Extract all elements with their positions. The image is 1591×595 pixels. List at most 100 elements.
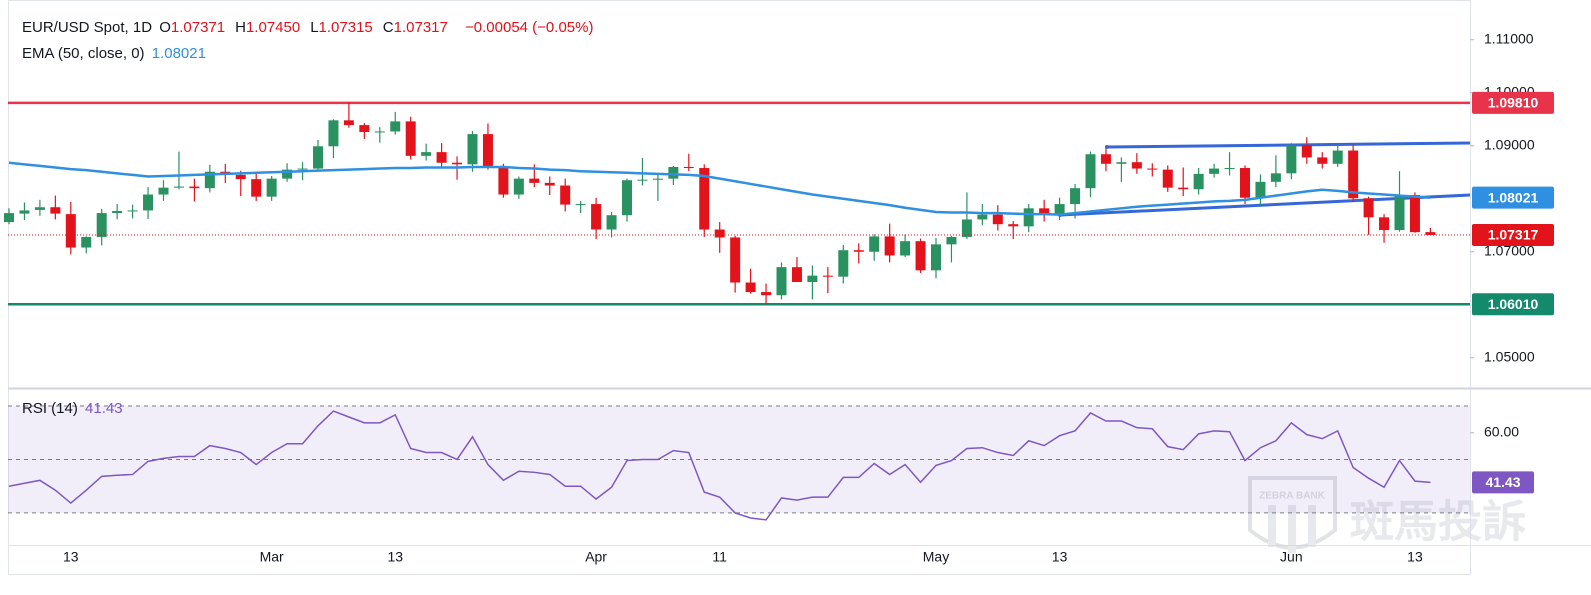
ema-label-box <box>1472 186 1554 209</box>
candle-body <box>313 146 323 169</box>
candle-body <box>822 275 833 277</box>
candle-body <box>544 182 555 186</box>
watermark: ZEBRA BANK 斑馬投訴 <box>1248 476 1526 553</box>
candle-body <box>189 186 200 189</box>
candle-body <box>1023 208 1034 227</box>
candle-body <box>1054 204 1065 215</box>
legend-main: EUR/USD Spot, 1D O1.07371 H1.07450 L1.0731… <box>22 19 596 36</box>
candle-body <box>699 168 710 230</box>
candle-body <box>1178 187 1189 190</box>
candle-body <box>467 134 478 165</box>
ohlc-value: 1.07450 <box>245 19 301 36</box>
y-tick-label: 1.07000 <box>1484 242 1535 258</box>
level-label: 1.06010 <box>1488 296 1539 312</box>
ema-value: 1.08021 <box>151 45 206 62</box>
change: −0.00054 (−0.05%) <box>465 19 594 36</box>
candle-body <box>266 178 277 197</box>
legend-ema: EMA (50, close, 0) 1.08021 <box>22 45 209 62</box>
watermark-stripe <box>1268 505 1276 547</box>
candle-body <box>374 131 385 133</box>
candle-body <box>1255 181 1266 198</box>
candle-body <box>251 179 262 197</box>
candle-body <box>668 166 679 179</box>
candle-body <box>112 210 123 214</box>
x-tick-label: May <box>923 549 949 565</box>
candle-body <box>235 174 246 180</box>
level-label-box <box>1472 91 1554 114</box>
candle-body <box>1116 162 1127 164</box>
candle-body <box>1409 195 1420 233</box>
x-tick-label: Apr <box>585 549 607 565</box>
candle-body <box>359 125 370 132</box>
x-tick-label: 13 <box>1052 549 1068 565</box>
candle-body <box>328 120 339 147</box>
x-tick-label: Mar <box>260 549 284 565</box>
level-label-box <box>1472 293 1554 316</box>
candle-body <box>776 267 787 296</box>
candle-body <box>436 152 447 163</box>
candle-body <box>1008 224 1019 227</box>
candle-body <box>683 166 694 169</box>
candle-body <box>1348 150 1359 199</box>
ohlc-value: 1.07317 <box>393 19 448 36</box>
y-tick-label: 1.09000 <box>1484 136 1535 152</box>
candle-body <box>915 241 926 271</box>
ohlc-key: C <box>382 19 394 36</box>
candle-body <box>1363 198 1374 218</box>
candle-body <box>1394 195 1405 231</box>
candle-body <box>1425 232 1436 235</box>
candle-body <box>1147 168 1158 170</box>
watermark-stripe <box>1308 505 1316 547</box>
candle-body <box>575 204 586 206</box>
candle-body <box>1070 188 1081 205</box>
ohlc: O1.07371 H1.07450 L1.07315 C1.07317 <box>159 19 458 36</box>
ema-line <box>8 161 1431 216</box>
candle-body <box>884 236 895 256</box>
trend-line-anchor <box>1105 145 1109 149</box>
candle-body <box>65 214 76 248</box>
candle-body <box>900 241 911 256</box>
candle-body <box>745 282 756 293</box>
last-price-label: 1.07317 <box>1488 227 1539 243</box>
candle-body <box>946 236 957 245</box>
candle-body <box>992 214 1003 225</box>
candle-body <box>158 187 169 195</box>
candle-body <box>977 214 988 220</box>
watermark-stripe <box>1288 505 1296 553</box>
candle-body <box>1224 168 1235 170</box>
candle-body <box>1131 162 1142 169</box>
watermark-badge <box>1248 476 1337 550</box>
candle-body <box>482 134 493 168</box>
candle-body <box>652 178 663 180</box>
pane-border <box>8 0 1471 575</box>
candle-body <box>452 162 463 165</box>
x-tick-label: 13 <box>387 549 403 565</box>
candle-body <box>1039 208 1050 215</box>
candle-body <box>761 292 772 296</box>
candle-body <box>204 171 215 189</box>
candle-body <box>1240 168 1250 198</box>
candle-body <box>730 237 741 283</box>
rsi-name: RSI (14) <box>22 400 78 417</box>
candle-body <box>622 180 632 216</box>
candle-body <box>714 229 725 238</box>
ema-label: 1.08021 <box>1488 189 1539 205</box>
x-tick-label: 13 <box>1407 549 1423 565</box>
candle-body <box>343 120 354 126</box>
candle-body <box>50 207 61 214</box>
candle-body <box>513 178 524 195</box>
candle-body <box>390 121 401 132</box>
rsi-label: 41.43 <box>1485 474 1520 490</box>
candle-body <box>1100 154 1111 164</box>
candle-body <box>173 186 184 188</box>
ohlc-value: 1.07371 <box>170 19 226 36</box>
candle-body <box>34 207 45 210</box>
candle-body <box>853 250 864 252</box>
rsi-label-box <box>1472 471 1534 494</box>
candle-body <box>498 167 509 195</box>
candle-body <box>1270 173 1281 182</box>
candle-body <box>637 179 648 181</box>
rsi-line <box>8 410 1431 521</box>
candle-body <box>931 244 941 271</box>
watermark-text: 斑馬投訴 <box>1350 498 1526 547</box>
